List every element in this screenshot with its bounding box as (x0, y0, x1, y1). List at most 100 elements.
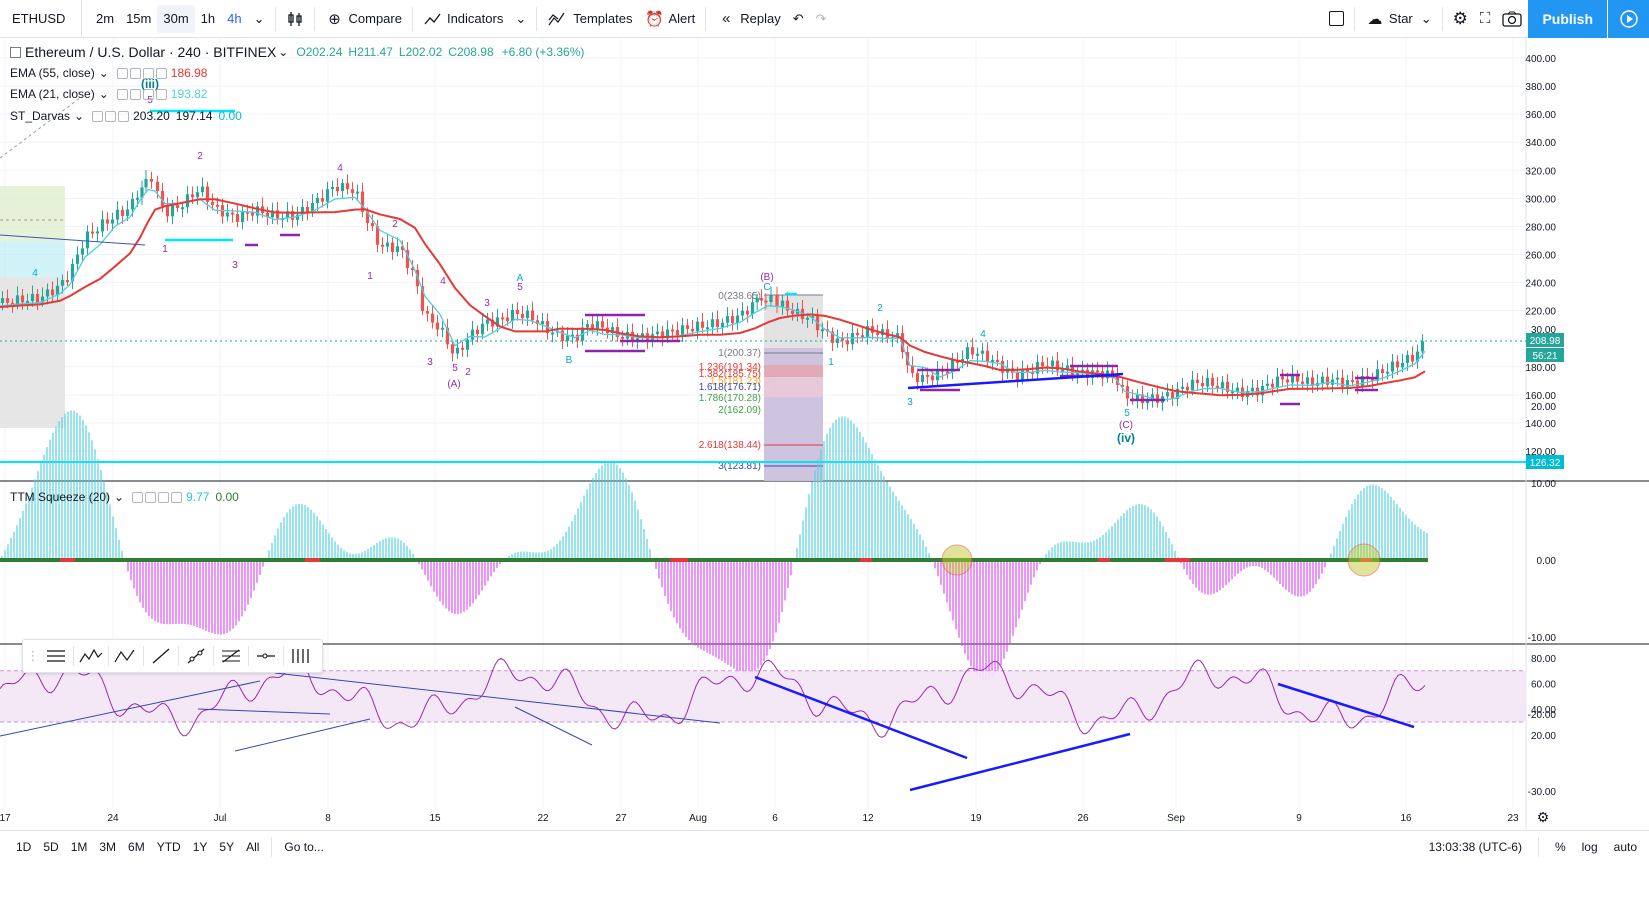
symbol-search[interactable]: ETHUSD (0, 0, 82, 38)
trendline-button[interactable] (144, 641, 178, 671)
rsi-trendline (234, 718, 371, 752)
candle-body (450, 344, 455, 354)
templates-label: Templates (573, 11, 633, 26)
ttm-controls[interactable] (132, 491, 183, 503)
candle-body (240, 211, 245, 222)
undo-button[interactable]: ↶ (787, 0, 810, 38)
range-1m[interactable]: 1M (70, 839, 88, 854)
candle-body (865, 326, 870, 337)
candle-body (70, 263, 75, 282)
candle-body (1275, 376, 1280, 388)
indicators-button[interactable]: Indicators ⌄ (417, 0, 532, 38)
range-3m[interactable]: 3M (99, 839, 117, 854)
interval-2m[interactable]: 2m (96, 11, 115, 26)
plus-circle-icon: ⊕ (328, 10, 341, 28)
chevron-down-icon[interactable]: ⌄ (74, 109, 85, 123)
horizontal-ray-button[interactable] (249, 641, 283, 671)
range-1y[interactable]: 1Y (192, 839, 208, 854)
alert-button[interactable]: ⏰ Alert (639, 0, 702, 38)
publish-button[interactable]: Publish (1528, 0, 1607, 38)
candle-body (1235, 387, 1240, 392)
log-toggle[interactable]: log (1581, 839, 1598, 854)
candle-body (745, 310, 750, 315)
collapse-icon[interactable] (10, 46, 21, 58)
candle-body (1095, 370, 1100, 373)
chevron-down-icon[interactable]: ⌄ (278, 45, 289, 59)
ema55-label[interactable]: EMA (55, close) (10, 66, 95, 80)
settings-bars-button[interactable] (284, 641, 318, 671)
chevron-down-icon: ⌄ (253, 10, 265, 26)
interval-30m[interactable]: 30m (157, 4, 195, 33)
lines-tool-button[interactable] (39, 641, 73, 671)
range-5d[interactable]: 5D (43, 839, 59, 854)
darvas-label[interactable]: ST_Darvas (10, 109, 71, 123)
chevron-down-icon[interactable]: ⌄ (98, 66, 109, 80)
chevron-down-icon[interactable]: ⌄ (98, 87, 109, 101)
replay-button[interactable]: « Replay (710, 0, 786, 38)
compare-button[interactable]: ⊕ Compare (319, 0, 408, 38)
range-all[interactable]: All (246, 839, 260, 854)
interval-4h[interactable]: 4h (227, 11, 242, 26)
templates-button[interactable]: Templates (541, 0, 638, 38)
candle-body (540, 321, 545, 325)
alarm-clock-icon: ⏰ (645, 10, 664, 28)
chart-canvas[interactable]: 0(238.65) 1(200.37) 1.236(191.34)1.382(185… (0, 38, 1649, 830)
price-tick: 160.00 (1525, 391, 1556, 402)
play-button[interactable] (1607, 0, 1649, 38)
star-layout-button[interactable]: ☁ Star ⌄ (1359, 0, 1438, 38)
range-ytd[interactable]: YTD (156, 839, 181, 854)
candle-body (570, 334, 575, 337)
candle-body (1265, 383, 1270, 386)
ema21-controls[interactable] (116, 88, 167, 100)
symbol-label: ETHUSD (12, 11, 66, 26)
redo-button[interactable]: ↷ (810, 0, 833, 38)
candle-body (300, 206, 305, 215)
fib-level-label: 2.618(138.44) (699, 440, 761, 451)
fib-level-label: 3(123.81) (718, 461, 761, 472)
interval-15m[interactable]: 15m (126, 11, 152, 26)
darvas-controls[interactable] (92, 110, 130, 122)
range-6m[interactable]: 6M (128, 839, 145, 854)
wave-label: 4 (980, 329, 986, 340)
candle-body (1210, 377, 1215, 386)
interval-dropdown[interactable]: ⌄ (248, 0, 271, 38)
goto-button[interactable]: Go to... (284, 839, 324, 854)
clock-timezone[interactable]: 13:03:38 (UTC-6) (1428, 839, 1522, 854)
candle-body (425, 311, 430, 314)
elliott-correction-button[interactable] (109, 641, 143, 671)
ema55-controls[interactable] (116, 67, 167, 79)
candle-body (1120, 384, 1125, 387)
auto-toggle[interactable]: auto (1613, 839, 1637, 854)
candle-body (190, 194, 195, 198)
candle-body (1380, 369, 1385, 373)
candle-body (144, 178, 148, 188)
candle-body (390, 242, 395, 252)
fullscreen-button[interactable]: ⛶ (1474, 0, 1497, 38)
range-5y[interactable]: 5Y (219, 839, 235, 854)
chart-style-button[interactable] (280, 0, 310, 38)
candle-body (115, 209, 120, 220)
candle-body (505, 317, 510, 322)
fib-button[interactable] (214, 641, 248, 671)
symbol-title[interactable]: Ethereum / U.S. Dollar · 240 · BITFINEX (25, 44, 277, 60)
rsi-trendline (1277, 682, 1415, 729)
ema21-label[interactable]: EMA (21, close) (10, 87, 95, 101)
rsi-trendline (909, 732, 1131, 792)
chart-area[interactable]: 0(238.65) 1(200.37) 1.236(191.34) 1.382(185… (0, 38, 1649, 830)
interval-1h[interactable]: 1h (200, 11, 216, 26)
select-checkbox-button[interactable] (1323, 0, 1350, 38)
candle-body (680, 325, 685, 336)
drag-handle[interactable]: ⋮ (26, 648, 40, 663)
ray-button[interactable] (179, 641, 213, 671)
rewind-icon: « (722, 10, 731, 27)
snapshot-button[interactable] (1496, 0, 1528, 38)
elliott-impulse-button[interactable] (74, 641, 108, 671)
percent-toggle[interactable]: % (1554, 839, 1566, 854)
settings-button[interactable]: ⚙ (1447, 0, 1474, 38)
range-1d[interactable]: 1D (16, 839, 32, 854)
ttm-label[interactable]: TTM Squeeze (20) (10, 490, 111, 504)
chevron-down-icon[interactable]: ⌄ (114, 490, 125, 504)
candle-body (435, 322, 440, 330)
candle-body (970, 347, 975, 355)
candle-body (90, 231, 95, 234)
